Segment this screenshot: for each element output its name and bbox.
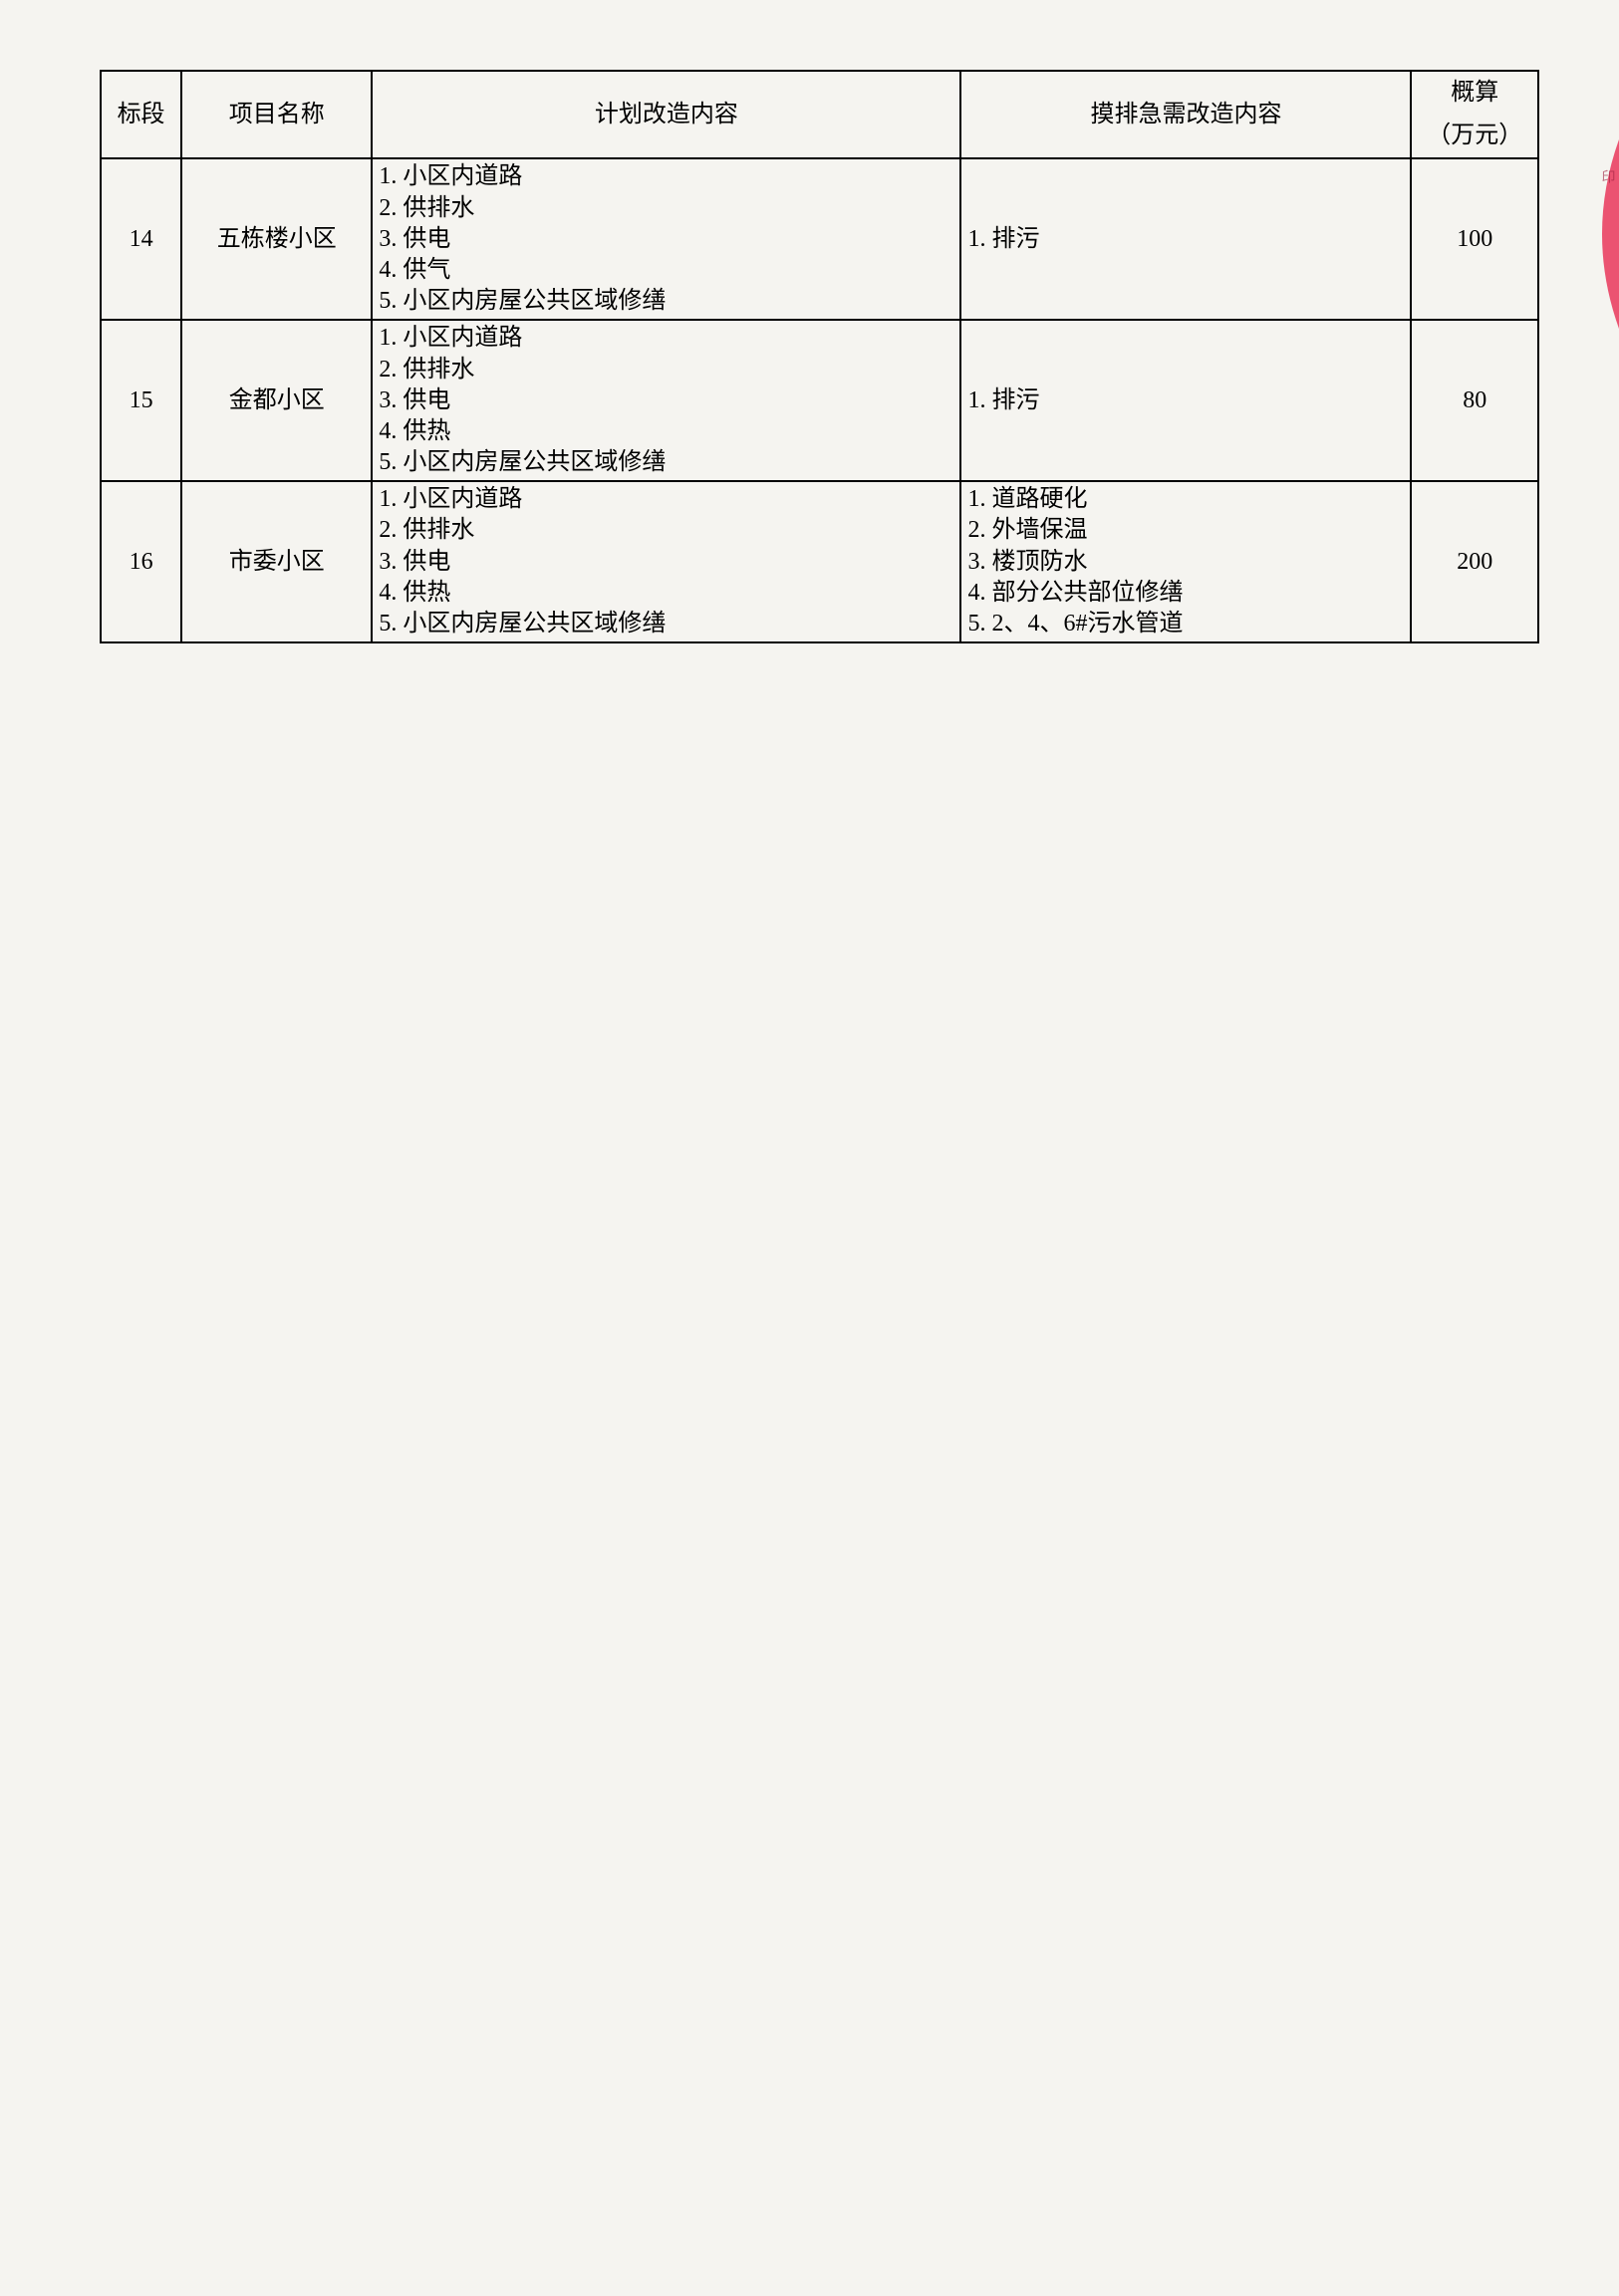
table-body: 14 五栋楼小区 1. 小区内道路 2. 供排水 3. 供电 4. 供气 5. …: [101, 158, 1538, 642]
stamp-edge-icon: 印: [1593, 139, 1619, 329]
header-budget-bot: （万元）: [1411, 115, 1538, 158]
header-section: 标段: [101, 71, 181, 158]
table-row: 16 市委小区 1. 小区内道路 2. 供排水 3. 供电 4. 供热 5. 小…: [101, 481, 1538, 642]
table-header: 标段 项目名称 计划改造内容 摸排急需改造内容 概算 （万元）: [101, 71, 1538, 158]
cell-section: 15: [101, 320, 181, 481]
cell-urgent: 1. 道路硬化 2. 外墙保温 3. 楼顶防水 4. 部分公共部位修缮 5. 2…: [960, 481, 1411, 642]
header-plan: 计划改造内容: [372, 71, 960, 158]
cell-budget: 200: [1411, 481, 1538, 642]
header-row: 标段 项目名称 计划改造内容 摸排急需改造内容 概算: [101, 71, 1538, 115]
header-urgent: 摸排急需改造内容: [960, 71, 1411, 158]
cell-plan: 1. 小区内道路 2. 供排水 3. 供电 4. 供热 5. 小区内房屋公共区域…: [372, 481, 960, 642]
cell-name: 金都小区: [181, 320, 372, 481]
cell-section: 14: [101, 158, 181, 320]
cell-section: 16: [101, 481, 181, 642]
cell-urgent: 1. 排污: [960, 320, 1411, 481]
cell-budget: 80: [1411, 320, 1538, 481]
cell-plan: 1. 小区内道路 2. 供排水 3. 供电 4. 供热 5. 小区内房屋公共区域…: [372, 320, 960, 481]
header-name: 项目名称: [181, 71, 372, 158]
cell-urgent: 1. 排污: [960, 158, 1411, 320]
cell-budget: 100: [1411, 158, 1538, 320]
table-row: 14 五栋楼小区 1. 小区内道路 2. 供排水 3. 供电 4. 供气 5. …: [101, 158, 1538, 320]
document-page: 标段 项目名称 计划改造内容 摸排急需改造内容 概算 （万元） 14 五栋楼小区…: [0, 0, 1619, 2296]
renovation-table: 标段 项目名称 计划改造内容 摸排急需改造内容 概算 （万元） 14 五栋楼小区…: [100, 70, 1539, 643]
header-budget-top: 概算: [1411, 71, 1538, 115]
cell-plan: 1. 小区内道路 2. 供排水 3. 供电 4. 供气 5. 小区内房屋公共区域…: [372, 158, 960, 320]
cell-name: 五栋楼小区: [181, 158, 372, 320]
cell-name: 市委小区: [181, 481, 372, 642]
table-container: 标段 项目名称 计划改造内容 摸排急需改造内容 概算 （万元） 14 五栋楼小区…: [100, 70, 1539, 643]
table-row: 15 金都小区 1. 小区内道路 2. 供排水 3. 供电 4. 供热 5. 小…: [101, 320, 1538, 481]
svg-text:印: 印: [1600, 169, 1616, 183]
